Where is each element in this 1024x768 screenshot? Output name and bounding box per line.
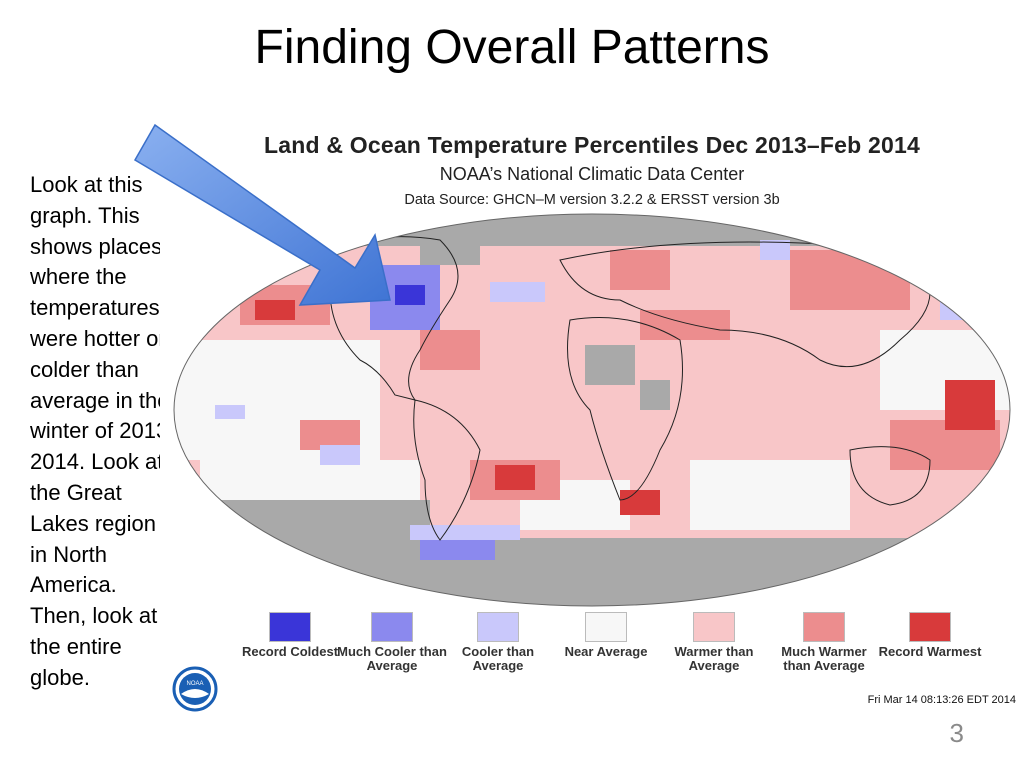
noaa-logo-text: NOAA [186,681,203,687]
north-america-outline [329,236,459,401]
map-subtitle: NOAA’s National Climatic Data Center [439,164,745,184]
page-number: 3 [949,718,964,748]
slide-title: Finding Overall Patterns [254,21,770,74]
legend-label: Much Cooler than Average [337,644,447,673]
south-america-outline [413,399,481,541]
legend-swatch [269,612,311,642]
timestamp: Fri Mar 14 08:13:26 EDT 2014 [867,694,1016,706]
much-warmer-patch [640,310,730,340]
australia-outline [849,446,931,506]
legend-label: Record Coldest [241,644,339,659]
near-average-band-indian [690,460,850,530]
legend-item: Much Cooler than Average [337,612,447,673]
noaa-logo: NOAA [172,666,218,712]
arrow-shape [133,123,391,306]
near-average-band-south-pacific [200,460,420,500]
much-warmer-patch [610,250,670,290]
record-warmest-patch [495,465,535,490]
legend-swatch [693,612,735,642]
cooler-patch [490,282,545,302]
legend-label: Much Warmer than Average [781,644,867,673]
no-data-land [640,380,670,410]
cooler-patch [760,240,790,260]
globe-border [173,213,1011,607]
legend-label: Cooler than Average [461,644,535,673]
cooler-patch [215,405,245,419]
africa-outline [567,317,683,501]
map-title: Land & Ocean Temperature Percentiles Dec… [264,132,920,158]
eurasia-outline [559,241,931,368]
legend: Record Coldest Much Cooler than Average Co… [235,612,995,692]
legend-item: Warmer than Average [659,612,769,673]
map-source: Data Source: GHCN–M version 3.2.2 & ERSS… [404,192,780,208]
cooler-patch [320,445,360,465]
body-text: Look at this graph. This shows places wh… [30,172,176,690]
record-warmest-patch [945,380,995,430]
legend-item: Record Coldest [235,612,345,659]
legend-label: Near Average [564,644,648,659]
legend-swatch [477,612,519,642]
legend-item: Near Average [551,612,661,659]
no-data-land [585,345,635,385]
legend-item: Record Warmest [875,612,985,659]
much-warmer-patch [420,330,480,370]
record-warmest-patch [620,490,660,515]
legend-label: Warmer than Average [674,644,754,673]
legend-swatch [909,612,951,642]
legend-swatch [371,612,413,642]
legend-swatch [803,612,845,642]
legend-item: Cooler than Average [443,612,553,673]
record-warmest-patch [255,300,295,320]
legend-label: Record Warmest [878,644,982,659]
legend-swatch [585,612,627,642]
record-coldest-great-lakes [395,285,425,305]
legend-item: Much Warmer than Average [769,612,879,673]
